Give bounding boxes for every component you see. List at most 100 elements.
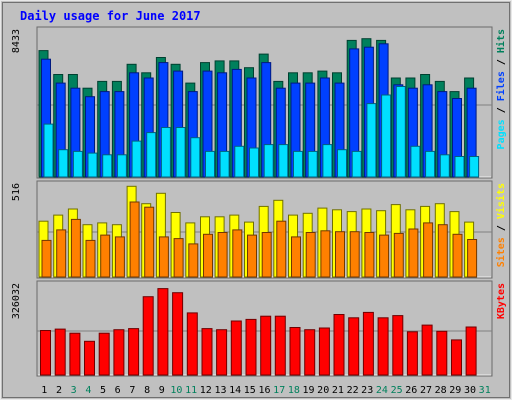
bar-pages-day-18 xyxy=(293,150,303,178)
legend-kbytes: KBytes xyxy=(496,283,507,319)
bar-sites-day-1 xyxy=(41,239,52,278)
day-label-25: 25 xyxy=(391,385,403,396)
bar-sites-day-17 xyxy=(276,220,287,278)
bar-pages-day-27 xyxy=(425,150,436,178)
bar-kbytes-day-26 xyxy=(406,331,418,376)
day-label-23: 23 xyxy=(361,385,373,396)
bar-kbytes-day-28 xyxy=(436,330,448,376)
bar-kbytes-day-1 xyxy=(40,330,51,376)
bar-pages-day-5 xyxy=(102,154,113,178)
bar-kbytes-day-22 xyxy=(348,317,360,376)
bar-pages-day-10 xyxy=(175,127,186,178)
bar-sites-day-7 xyxy=(129,201,140,278)
day-label-6: 6 xyxy=(115,385,121,396)
legend-separator: / xyxy=(496,53,507,71)
bar-pages-day-21 xyxy=(337,149,347,178)
axis-max-label: 326032 xyxy=(11,283,22,319)
outer-border-dark xyxy=(2,2,510,398)
bar-kbytes-day-27 xyxy=(421,324,433,376)
bar-sites-day-5 xyxy=(100,234,111,278)
legend: Sites / Visits xyxy=(495,183,507,267)
visits-sites-panel: 516 Sites / Visits xyxy=(11,180,507,279)
bar-kbytes-day-30 xyxy=(465,326,477,376)
bar-kbytes-day-7 xyxy=(128,328,140,376)
day-labels: 1 2 3 4 5 6 7 8 9 10 11 12 13 14 15 16 17 18 19 20 21 22 23 24 2… xyxy=(41,385,490,396)
day-label-5: 5 xyxy=(100,385,106,396)
bar-pages-day-25 xyxy=(395,86,406,178)
bar-sites-day-12 xyxy=(203,233,213,278)
legend-pages: Pages xyxy=(496,119,507,149)
bar-kbytes-day-20 xyxy=(318,327,330,376)
bar-sites-day-23 xyxy=(364,232,375,278)
bar-sites-day-14 xyxy=(232,229,243,278)
day-label-31: 31 xyxy=(479,385,491,396)
bar-pages-day-3 xyxy=(72,150,83,178)
bar-kbytes-day-13 xyxy=(216,329,228,376)
axis-max-label: 516 xyxy=(11,183,22,201)
day-label-29: 29 xyxy=(449,385,461,396)
bar-kbytes-day-9 xyxy=(157,288,169,376)
day-label-1: 1 xyxy=(41,385,47,396)
bar-pages-day-29 xyxy=(454,156,465,178)
bar-kbytes-day-25 xyxy=(392,315,404,376)
day-label-10: 10 xyxy=(170,385,182,396)
day-label-3: 3 xyxy=(71,385,77,396)
bar-sites-day-21 xyxy=(335,231,345,278)
bar-pages-day-20 xyxy=(322,144,333,178)
day-label-18: 18 xyxy=(288,385,300,396)
legend-separator: / xyxy=(496,101,507,119)
bar-pages-day-7 xyxy=(131,140,142,178)
bar-pages-day-11 xyxy=(190,137,201,178)
bar-pages-day-6 xyxy=(116,154,127,178)
bar-sites-day-25 xyxy=(393,232,404,278)
bar-kbytes-day-15 xyxy=(245,318,257,376)
day-label-11: 11 xyxy=(185,385,197,396)
bar-sites-day-16 xyxy=(261,232,272,278)
bar-sites-day-29 xyxy=(452,233,463,278)
day-label-16: 16 xyxy=(258,385,270,396)
legend-files: Files xyxy=(495,71,507,101)
bar-pages-day-14 xyxy=(234,145,245,178)
bar-kbytes-day-10 xyxy=(172,292,184,376)
day-label-12: 12 xyxy=(200,385,212,396)
bar-kbytes-day-5 xyxy=(98,332,110,376)
bar-kbytes-day-29 xyxy=(451,339,462,376)
day-label-9: 9 xyxy=(159,385,165,396)
bar-pages-day-12 xyxy=(205,150,215,178)
day-label-26: 26 xyxy=(405,385,417,396)
legend-sites: Sites xyxy=(495,237,507,267)
bar-kbytes-day-21 xyxy=(333,314,345,376)
day-label-2: 2 xyxy=(56,385,62,396)
bar-sites-day-4 xyxy=(85,239,96,278)
bar-pages-day-1 xyxy=(43,123,54,178)
bar-kbytes-day-3 xyxy=(69,332,81,376)
bar-pages-day-19 xyxy=(307,150,318,178)
legend: Pages / Files / Hits xyxy=(495,29,507,149)
bar-pages-day-9 xyxy=(160,127,171,178)
day-label-8: 8 xyxy=(144,385,150,396)
bar-pages-day-4 xyxy=(87,152,98,178)
bar-pages-day-13 xyxy=(219,150,230,178)
bar-pages-day-28 xyxy=(439,154,450,178)
bar-sites-day-19 xyxy=(305,232,316,278)
bar-sites-day-13 xyxy=(217,232,228,278)
bar-pages-day-23 xyxy=(366,103,377,178)
legend-hits: Hits xyxy=(495,29,507,53)
bar-kbytes-day-17 xyxy=(274,315,286,376)
bar-kbytes-day-12 xyxy=(201,328,213,376)
axis-max-label: 8433 xyxy=(11,29,22,53)
legend: KBytes xyxy=(496,283,507,319)
bar-sites-day-28 xyxy=(437,224,448,278)
bar-pages-day-16 xyxy=(263,144,274,178)
day-label-17: 17 xyxy=(273,385,285,396)
bar-sites-day-6 xyxy=(114,236,125,278)
bar-sites-day-27 xyxy=(423,222,434,278)
bar-kbytes-day-6 xyxy=(113,329,125,376)
bar-sites-day-15 xyxy=(247,234,257,278)
day-label-19: 19 xyxy=(302,385,314,396)
bar-sites-day-10 xyxy=(173,238,184,278)
hits-files-pages-panel: 8433 Pages / Files / Hits xyxy=(11,26,507,179)
day-label-7: 7 xyxy=(129,385,135,396)
bar-kbytes-day-8 xyxy=(142,296,154,376)
